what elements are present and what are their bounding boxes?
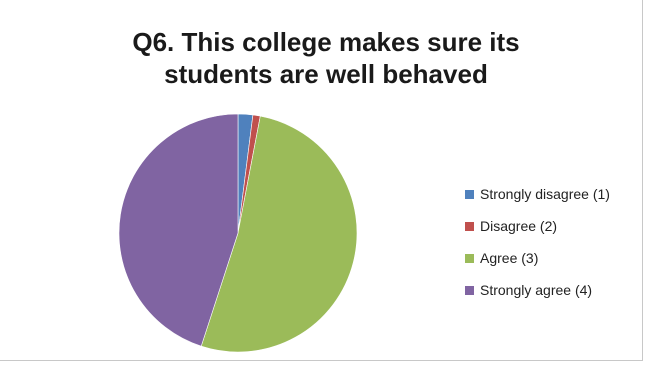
legend-item-disagree: Disagree (2) xyxy=(465,210,610,242)
legend-item-strongly-agree: Strongly agree (4) xyxy=(465,274,610,306)
legend-swatch xyxy=(465,221,474,231)
legend-swatch xyxy=(465,285,474,295)
chart-title: Q6. This college makes sure its students… xyxy=(0,26,648,90)
legend: Strongly disagree (1) Disagree (2) Agree… xyxy=(465,178,610,306)
chart-title-line-2: students are well behaved xyxy=(164,59,488,89)
legend-swatch xyxy=(465,189,474,199)
legend-label: Agree (3) xyxy=(480,250,539,266)
slice-agree xyxy=(200,115,358,353)
legend-label: Strongly agree (4) xyxy=(480,282,593,298)
legend-label: Disagree (2) xyxy=(480,218,558,234)
legend-item-strongly-disagree: Strongly disagree (1) xyxy=(465,178,610,210)
chart-title-line-1: Q6. This college makes sure its xyxy=(132,27,520,57)
legend-item-agree: Agree (3) xyxy=(465,242,610,274)
slice-strongly-agree xyxy=(118,113,239,347)
pie-slices xyxy=(118,113,358,353)
legend-label: Strongly disagree (1) xyxy=(480,186,610,202)
legend-swatch xyxy=(465,253,474,263)
